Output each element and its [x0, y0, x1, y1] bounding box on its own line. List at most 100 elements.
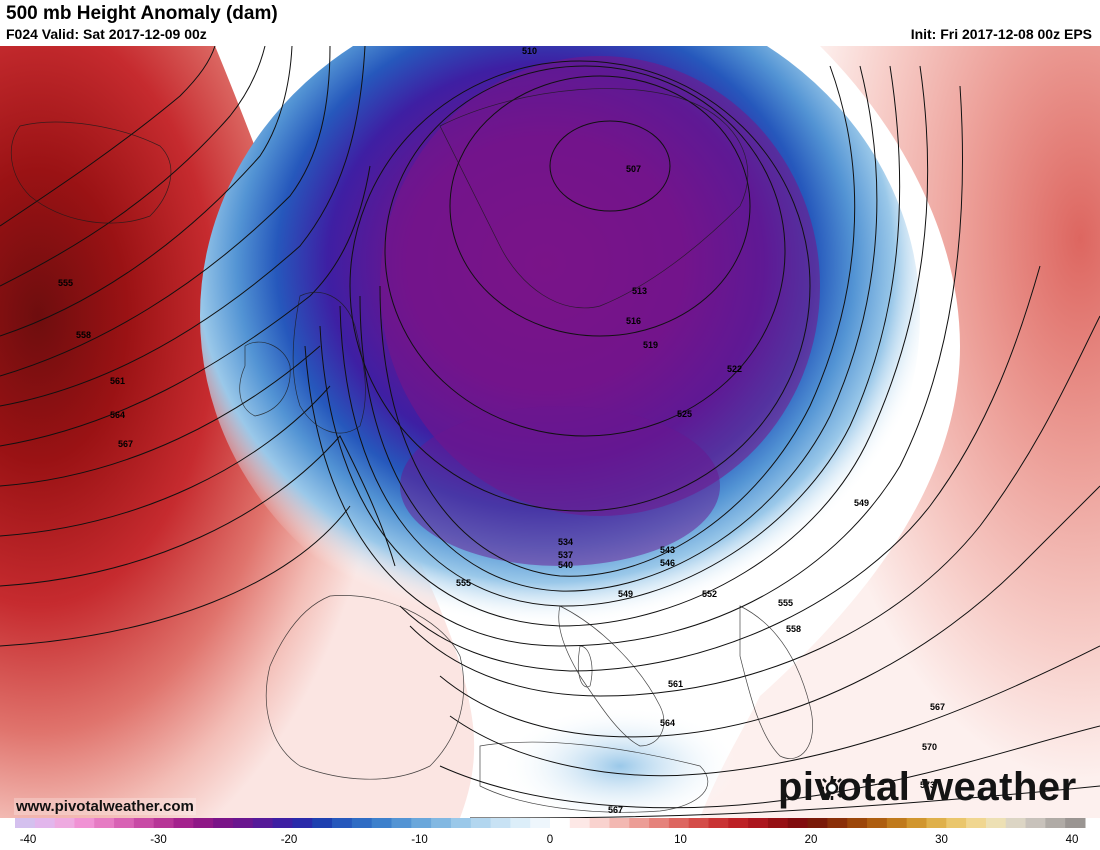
contour-label: 570: [922, 742, 937, 752]
legend-swatch: [629, 818, 650, 828]
contour-label: 555: [778, 598, 793, 608]
legend-swatch: [34, 818, 56, 828]
legend-swatch: [94, 818, 115, 828]
contour-label: 510: [522, 46, 537, 56]
contour-label: 543: [660, 545, 675, 555]
init-time: Init: Fri 2017-12-08 00z EPS: [910, 26, 1092, 42]
contour-label: 567: [608, 805, 623, 815]
legend-swatch: [510, 818, 531, 828]
legend-tick-label: -40: [20, 834, 37, 846]
legend-swatch: [173, 818, 194, 828]
contour-label: 558: [786, 624, 801, 634]
legend-swatch: [946, 818, 967, 828]
anomaly-map-svg: 510 507 513 516 519 522 525 534 537 540 …: [0, 46, 1100, 818]
legend-swatch: [252, 818, 274, 828]
legend-swatch: [847, 818, 868, 828]
legend-swatch: [569, 818, 591, 828]
contour-labels: 510 507 513 516 519 522 525 534 537 540 …: [58, 46, 945, 815]
legend-tick-label: 30: [935, 834, 948, 846]
contour-label: 555: [58, 278, 73, 288]
legend-tick-label: 20: [805, 834, 818, 846]
legend-swatch: [906, 818, 927, 828]
legend-tick-label: 40: [1066, 834, 1079, 846]
contour-label: 552: [702, 589, 717, 599]
legend-swatch: [213, 818, 234, 828]
contour-label: 561: [110, 376, 125, 386]
contour-label: 555: [456, 578, 471, 588]
contour-label: 573: [920, 780, 935, 790]
legend-swatch: [431, 818, 452, 828]
legend-swatch: [15, 818, 36, 828]
legend-swatch: [827, 818, 848, 828]
contour-label: 540: [558, 560, 573, 570]
legend-tick-label: -30: [150, 834, 167, 846]
east-positive-anomaly: [700, 46, 1100, 818]
legend-swatch: [1005, 818, 1027, 828]
legend-swatch: [193, 818, 214, 828]
contour-label: 561: [668, 679, 683, 689]
legend-swatch: [153, 818, 175, 828]
legend-swatch: [926, 818, 947, 828]
legend-swatch: [550, 818, 571, 828]
legend-swatch: [411, 818, 432, 828]
coastlines: [10, 88, 813, 813]
contour-label: 558: [76, 330, 91, 340]
color-legend-bar: -40 -30 -20 -10 0 10 20 30 40: [15, 818, 1086, 846]
legend-swatch: [688, 818, 710, 828]
contour-label: 546: [660, 558, 675, 568]
legend-tick-label: 0: [547, 834, 553, 846]
legend-swatch: [272, 818, 293, 828]
contour-label: 522: [727, 364, 742, 374]
legend-swatch: [312, 818, 333, 828]
legend-swatch: [54, 818, 75, 828]
anomaly-map: 510 507 513 516 519 522 525 534 537 540 …: [0, 46, 1100, 818]
legend-swatch: [609, 818, 630, 828]
legend-swatch: [351, 818, 373, 828]
chart-title: 500 mb Height Anomaly (dam): [6, 3, 278, 24]
legend-swatch: [649, 818, 670, 828]
contour-label: 567: [930, 702, 945, 712]
legend-tick-label: 10: [674, 834, 687, 846]
website-watermark: www.pivotalweather.com: [14, 798, 196, 815]
contour-label: 516: [626, 316, 641, 326]
legend-swatch: [332, 818, 353, 828]
legend-swatch: [1065, 818, 1086, 828]
sun-gear-icon: [820, 776, 844, 800]
legend-swatch: [708, 818, 729, 828]
legend-swatch: [490, 818, 511, 828]
contour-label: 525: [677, 409, 692, 419]
legend-swatch: [728, 818, 749, 828]
contour-label: 519: [643, 340, 658, 350]
legend-swatch: [114, 818, 135, 828]
contour-label: 549: [618, 589, 633, 599]
legend-swatch: [589, 818, 610, 828]
contour-label: 549: [854, 498, 869, 508]
legend-swatch: [470, 818, 492, 828]
contour-label: 513: [632, 286, 647, 296]
legend-swatch: [787, 818, 809, 828]
contour-label: 567: [118, 439, 133, 449]
trough-south-lobe: [400, 406, 720, 566]
legend-swatch: [232, 818, 254, 828]
legend-swatch: [371, 818, 392, 828]
legend-tick-label: -10: [411, 834, 428, 846]
contour-label: 507: [626, 164, 641, 174]
legend-swatch: [391, 818, 412, 828]
legend-swatch: [748, 818, 769, 828]
trough-core: [380, 56, 820, 516]
contour-label: 534: [558, 537, 573, 547]
contour-label: 564: [660, 718, 675, 728]
legend-swatch: [807, 818, 828, 828]
height-contours: [0, 46, 1100, 818]
legend-swatch: [450, 818, 472, 828]
legend-swatch: [668, 818, 690, 828]
legend-swatch: [1045, 818, 1066, 828]
chart-header: 500 mb Height Anomaly (dam) F024 Valid: …: [0, 0, 1100, 46]
legend-swatch: [530, 818, 551, 828]
legend-ticks: -40 -30 -20 -10 0 10 20 30 40: [20, 834, 1079, 846]
legend-tick-label: -20: [281, 834, 298, 846]
legend-swatch: [985, 818, 1007, 828]
legend-swatch: [1025, 818, 1046, 828]
legend-swatch: [886, 818, 908, 828]
contour-label: 564: [110, 410, 125, 420]
